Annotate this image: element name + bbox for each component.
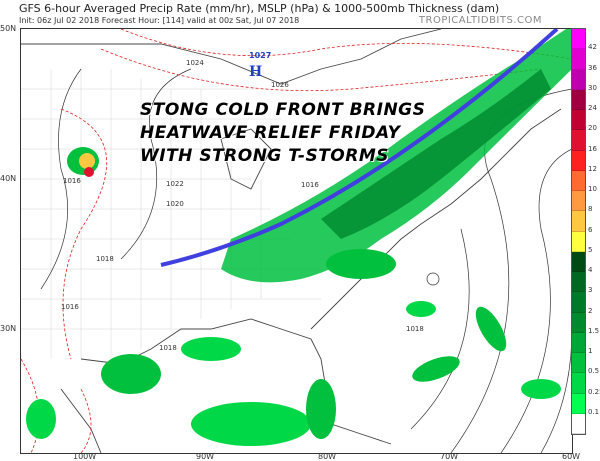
isobar-label: 1018	[96, 255, 114, 263]
lon-label: 80W	[318, 452, 337, 461]
colorbar-segment	[572, 89, 585, 110]
colorbar-segment	[572, 353, 585, 374]
lon-label: 70W	[440, 452, 459, 461]
colorbar-segment	[572, 251, 585, 272]
isobar-label: 1022	[166, 180, 184, 188]
isobar-label: 1016	[63, 177, 81, 185]
colorbar-segment	[572, 49, 585, 70]
colorbar-label: 42	[588, 43, 597, 52]
lon-label: 100W	[73, 452, 97, 461]
map-canvas: H 1027 1024 1026 1016 1022 1020 1018 101…	[21, 29, 572, 453]
isobar-label: 1016	[61, 303, 79, 311]
colorbar-label: 0.1	[588, 407, 600, 416]
colorbar-segment	[572, 191, 585, 212]
high-pressure-center: H	[249, 64, 262, 80]
colorbar-label: 0.5	[588, 367, 600, 376]
colorbar-segment	[572, 130, 585, 151]
colorbar-label: 6	[588, 225, 593, 234]
colorbar-segment	[572, 413, 585, 434]
colorbar-label: 2	[588, 306, 593, 315]
colorbar-segment	[572, 332, 585, 353]
lat-label: 40N	[0, 174, 17, 183]
colorbar-label: 36	[588, 63, 597, 72]
headline-line-1: STONG COLD FRONT BRINGS	[140, 100, 426, 120]
coastlines	[21, 29, 562, 453]
high-pressure-value: 1027	[249, 51, 271, 60]
colorbar-label: 16	[588, 144, 597, 153]
colorbar-label: 4	[588, 266, 593, 274]
colorbar-segment	[572, 150, 585, 171]
colorbar-label: 30	[588, 83, 597, 92]
colorbar-segment	[572, 231, 585, 252]
colorbar-label: 0.25	[588, 387, 600, 396]
colorbar-segment	[572, 272, 585, 293]
colorbar-label: 24	[588, 104, 597, 112]
weather-map: H 1027 1024 1026 1016 1022 1020 1018 101…	[20, 28, 573, 454]
colorbar-label: 10	[588, 185, 597, 193]
brand-watermark: TROPICALTIDBITS.COM	[418, 15, 542, 26]
headline-line-2: HEATWAVE RELIEF FRIDAY	[140, 123, 401, 143]
colorbar-segment	[572, 292, 585, 313]
colorbar-label: 20	[588, 124, 597, 133]
colorbar-label: 1.5	[588, 326, 600, 335]
lat-label: 30N	[0, 324, 17, 333]
colorbar-segment	[572, 373, 585, 394]
precipitation	[26, 29, 572, 446]
county-grid	[21, 69, 321, 359]
lon-label: 90W	[196, 452, 215, 461]
colorbar-segment	[572, 110, 585, 131]
cold-front-line	[160, 29, 559, 267]
isobar-label: 1018	[159, 344, 177, 352]
headline-line-3: WITH STRONG T-STORMS	[140, 146, 389, 166]
lat-label: 50N	[0, 24, 17, 33]
colorbar-label: 3	[588, 286, 593, 295]
isobar-label: 1018	[406, 325, 424, 333]
precip-colorbar	[571, 28, 586, 435]
colorbar-segment	[572, 312, 585, 333]
isobar-label: 1026	[271, 81, 289, 89]
lon-label: 60W	[562, 452, 581, 461]
isobar-label: 1024	[186, 59, 204, 67]
colorbar-label: 5	[588, 245, 593, 254]
map-title: GFS 6-hour Averaged Precip Rate (mm/hr),…	[19, 2, 500, 15]
colorbar-label: 1	[588, 347, 593, 355]
colorbar-label: 12	[588, 164, 597, 173]
colorbar-segment	[572, 211, 585, 232]
colorbar-segment	[572, 69, 585, 90]
isobar-label: 1020	[166, 200, 184, 208]
colorbar-segment	[572, 29, 585, 50]
colorbar-segment	[572, 393, 585, 414]
colorbar-label: 8	[588, 205, 593, 214]
map-subtitle: Init: 06z Jul 02 2018 Forecast Hour: [11…	[19, 16, 300, 25]
colorbar-segment	[572, 170, 585, 191]
isobar-label: 1016	[301, 181, 319, 189]
